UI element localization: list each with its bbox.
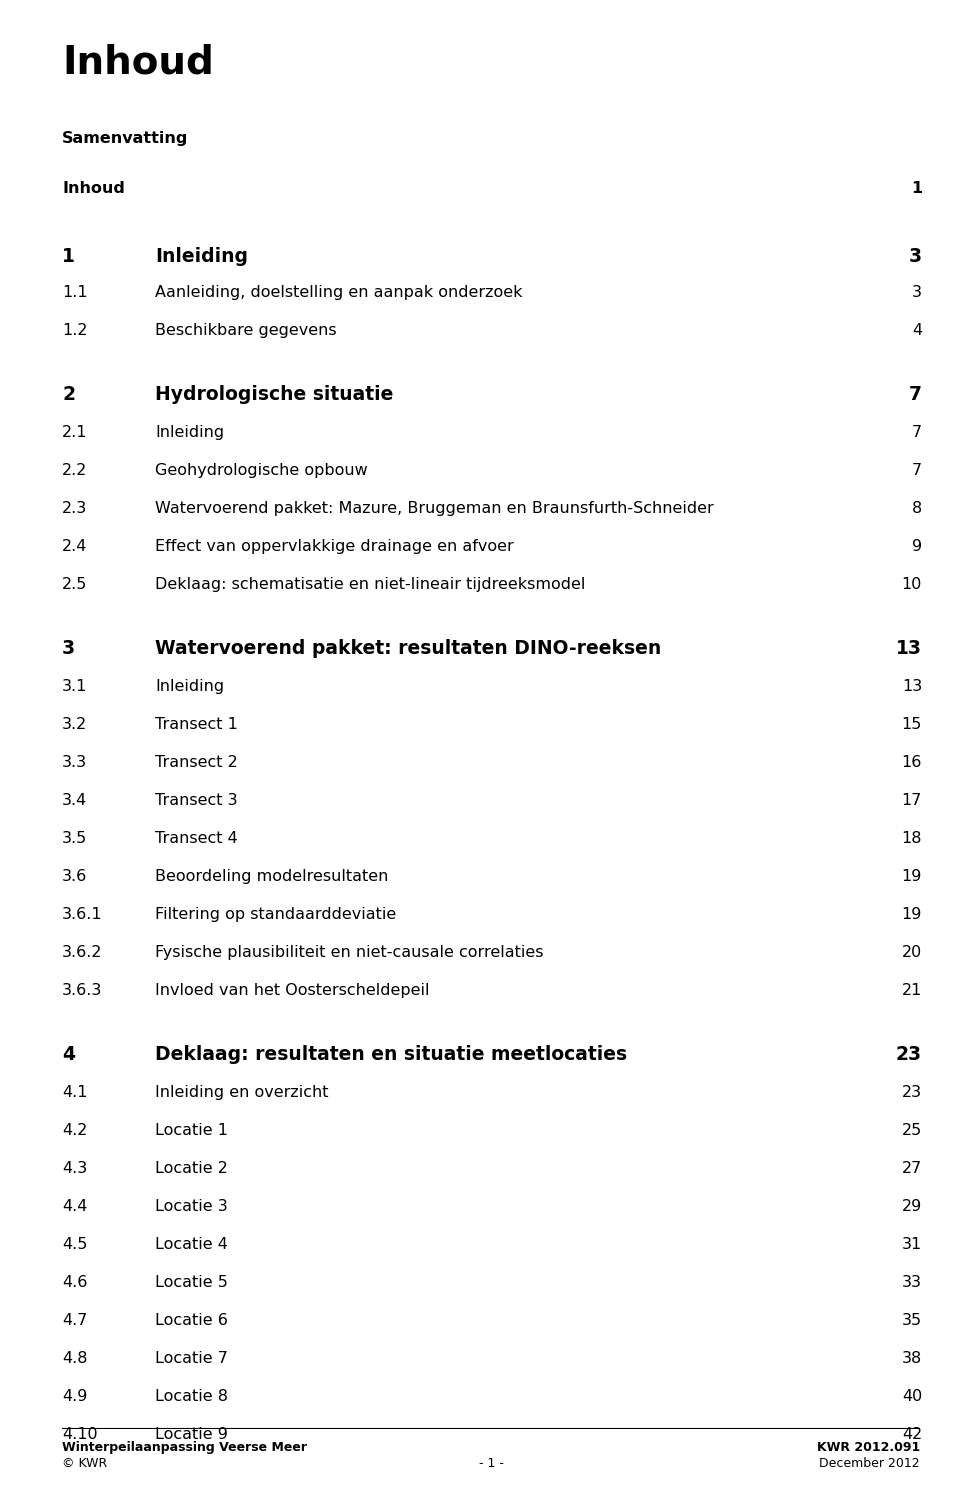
Text: Effect van oppervlakkige drainage en afvoer: Effect van oppervlakkige drainage en afv… — [155, 540, 514, 555]
Text: 4.3: 4.3 — [62, 1160, 87, 1175]
Text: 3: 3 — [912, 286, 922, 301]
Text: Inleiding: Inleiding — [155, 246, 248, 266]
Text: 4.5: 4.5 — [62, 1237, 87, 1252]
Text: 19: 19 — [901, 906, 922, 921]
Text: 2: 2 — [62, 385, 75, 404]
Text: December 2012: December 2012 — [820, 1456, 920, 1470]
Text: - 1 -: - 1 - — [479, 1456, 503, 1470]
Text: 4: 4 — [912, 323, 922, 338]
Text: Transect 4: Transect 4 — [155, 831, 238, 846]
Text: Watervoerend pakket: Mazure, Bruggeman en Braunsfurth-Schneider: Watervoerend pakket: Mazure, Bruggeman e… — [155, 500, 713, 516]
Text: 1: 1 — [62, 246, 75, 266]
Text: 3.4: 3.4 — [62, 794, 87, 809]
Text: 2.1: 2.1 — [62, 425, 87, 440]
Text: 3: 3 — [62, 639, 75, 658]
Text: Samenvatting: Samenvatting — [62, 131, 188, 146]
Text: © KWR: © KWR — [62, 1456, 108, 1470]
Text: 3.1: 3.1 — [62, 679, 87, 694]
Text: Aanleiding, doelstelling en aanpak onderzoek: Aanleiding, doelstelling en aanpak onder… — [155, 286, 522, 301]
Text: 2.5: 2.5 — [62, 577, 87, 592]
Text: 9: 9 — [912, 540, 922, 555]
Text: 4.1: 4.1 — [62, 1085, 87, 1100]
Text: 7: 7 — [912, 425, 922, 440]
Text: 4.2: 4.2 — [62, 1123, 87, 1138]
Text: 42: 42 — [901, 1426, 922, 1441]
Text: 3.6.3: 3.6.3 — [62, 983, 103, 998]
Text: Inleiding: Inleiding — [155, 425, 224, 440]
Text: 3.6.1: 3.6.1 — [62, 906, 103, 921]
Text: 3.6.2: 3.6.2 — [62, 945, 103, 960]
Text: 20: 20 — [901, 945, 922, 960]
Text: Geohydrologische opbouw: Geohydrologische opbouw — [155, 463, 368, 478]
Text: 4: 4 — [62, 1045, 75, 1064]
Text: 35: 35 — [901, 1314, 922, 1329]
Text: Inhoud: Inhoud — [62, 44, 214, 81]
Text: 19: 19 — [901, 869, 922, 884]
Text: Inleiding: Inleiding — [155, 679, 224, 694]
Text: 3.6: 3.6 — [62, 869, 87, 884]
Text: Locatie 7: Locatie 7 — [155, 1351, 228, 1366]
Text: 8: 8 — [912, 500, 922, 516]
Text: 10: 10 — [901, 577, 922, 592]
Text: 33: 33 — [902, 1275, 922, 1290]
Text: 4.10: 4.10 — [62, 1426, 98, 1441]
Text: Locatie 6: Locatie 6 — [155, 1314, 228, 1329]
Text: 1.1: 1.1 — [62, 286, 87, 301]
Text: Deklaag: schematisatie en niet-lineair tijdreeksmodel: Deklaag: schematisatie en niet-lineair t… — [155, 577, 586, 592]
Text: 13: 13 — [896, 639, 922, 658]
Text: 3.3: 3.3 — [62, 755, 87, 770]
Text: Inhoud: Inhoud — [62, 180, 125, 195]
Text: 3.5: 3.5 — [62, 831, 87, 846]
Text: Locatie 1: Locatie 1 — [155, 1123, 228, 1138]
Text: 4.8: 4.8 — [62, 1351, 87, 1366]
Text: 3: 3 — [909, 246, 922, 266]
Text: Locatie 9: Locatie 9 — [155, 1426, 228, 1441]
Text: 2.3: 2.3 — [62, 500, 87, 516]
Text: Hydrologische situatie: Hydrologische situatie — [155, 385, 394, 404]
Text: 1: 1 — [911, 180, 922, 195]
Text: 1.2: 1.2 — [62, 323, 87, 338]
Text: Invloed van het Oosterscheldepeil: Invloed van het Oosterscheldepeil — [155, 983, 429, 998]
Text: Locatie 2: Locatie 2 — [155, 1160, 228, 1175]
Text: Watervoerend pakket: resultaten DINO-reeksen: Watervoerend pakket: resultaten DINO-ree… — [155, 639, 661, 658]
Text: 2.2: 2.2 — [62, 463, 87, 478]
Text: Transect 3: Transect 3 — [155, 794, 238, 809]
Text: 29: 29 — [901, 1199, 922, 1214]
Text: Filtering op standaarddeviatie: Filtering op standaarddeviatie — [155, 906, 396, 921]
Text: 4.7: 4.7 — [62, 1314, 87, 1329]
Text: 31: 31 — [901, 1237, 922, 1252]
Text: Transect 2: Transect 2 — [155, 755, 238, 770]
Text: 17: 17 — [901, 794, 922, 809]
Text: 3.2: 3.2 — [62, 717, 87, 732]
Text: Locatie 5: Locatie 5 — [155, 1275, 228, 1290]
Text: 40: 40 — [901, 1389, 922, 1404]
Text: Deklaag: resultaten en situatie meetlocaties: Deklaag: resultaten en situatie meetloca… — [155, 1045, 627, 1064]
Text: Locatie 8: Locatie 8 — [155, 1389, 228, 1404]
Text: Locatie 4: Locatie 4 — [155, 1237, 228, 1252]
Text: 4.4: 4.4 — [62, 1199, 87, 1214]
Text: 2.4: 2.4 — [62, 540, 87, 555]
Text: 23: 23 — [896, 1045, 922, 1064]
Text: 15: 15 — [901, 717, 922, 732]
Text: 38: 38 — [901, 1351, 922, 1366]
Text: 23: 23 — [901, 1085, 922, 1100]
Text: Inleiding en overzicht: Inleiding en overzicht — [155, 1085, 328, 1100]
Text: 13: 13 — [901, 679, 922, 694]
Text: KWR 2012.091: KWR 2012.091 — [817, 1441, 920, 1453]
Text: 27: 27 — [901, 1160, 922, 1175]
Text: 7: 7 — [912, 463, 922, 478]
Text: 21: 21 — [901, 983, 922, 998]
Text: Transect 1: Transect 1 — [155, 717, 238, 732]
Text: Beoordeling modelresultaten: Beoordeling modelresultaten — [155, 869, 389, 884]
Text: Fysische plausibiliteit en niet-causale correlaties: Fysische plausibiliteit en niet-causale … — [155, 945, 543, 960]
Text: 4.6: 4.6 — [62, 1275, 87, 1290]
Text: 16: 16 — [901, 755, 922, 770]
Text: Locatie 3: Locatie 3 — [155, 1199, 228, 1214]
Text: Beschikbare gegevens: Beschikbare gegevens — [155, 323, 337, 338]
Text: 18: 18 — [901, 831, 922, 846]
Text: 4.9: 4.9 — [62, 1389, 87, 1404]
Text: Winterpeilaanpassing Veerse Meer: Winterpeilaanpassing Veerse Meer — [62, 1441, 307, 1453]
Text: 7: 7 — [909, 385, 922, 404]
Text: 25: 25 — [901, 1123, 922, 1138]
